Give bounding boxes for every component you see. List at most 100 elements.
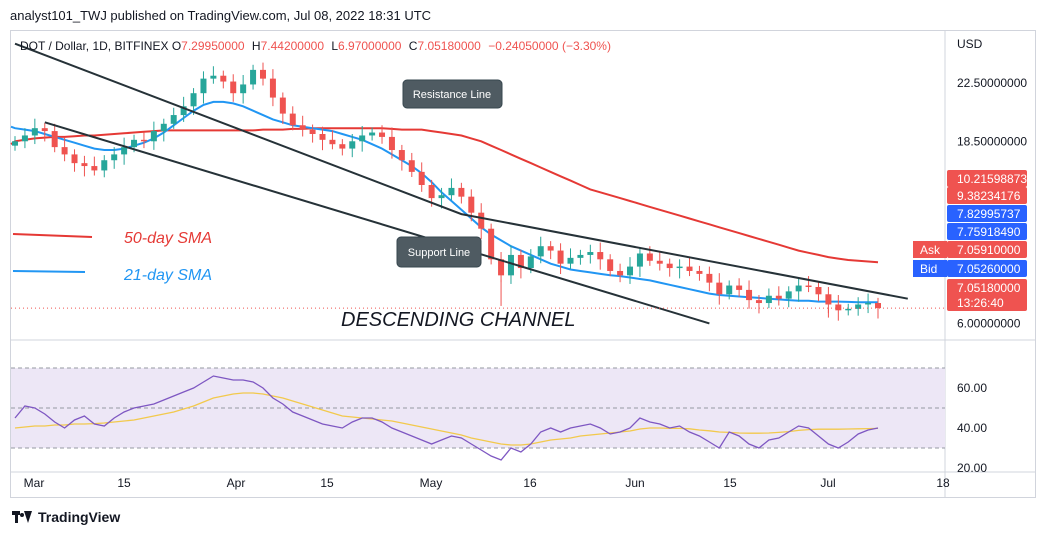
support-callout-label: Support Line xyxy=(408,247,470,259)
candle-body xyxy=(696,270,703,274)
price-badge xyxy=(947,187,1027,204)
symbol-label[interactable]: DOT / Dollar, 1D, BITFINEX xyxy=(20,39,169,53)
candle-body xyxy=(498,259,505,276)
candle-body xyxy=(51,131,58,148)
price-badge-countdown: 13:26:40 xyxy=(957,296,1004,310)
candle-body xyxy=(825,294,832,305)
time-tick-label: 15 xyxy=(723,476,737,490)
close-key: C xyxy=(408,39,418,53)
candle-body xyxy=(31,128,38,136)
candle-body xyxy=(716,282,723,295)
candle-body xyxy=(726,285,733,295)
candle-body xyxy=(170,115,177,124)
candle-body xyxy=(835,304,842,311)
price-tick-label: 6.00000000 xyxy=(957,316,1021,330)
candle-body xyxy=(190,93,197,107)
candle-body xyxy=(81,163,88,167)
sma50-legend-label: 50-day SMA xyxy=(124,230,212,247)
resistance-callout-box xyxy=(402,79,503,109)
price-tag-label: Bid xyxy=(920,262,937,276)
candle-body xyxy=(259,69,266,79)
price-badge xyxy=(947,205,1027,222)
candle-body xyxy=(319,134,326,140)
candle-body xyxy=(845,308,852,311)
candle-body xyxy=(785,291,792,299)
candle-body xyxy=(656,260,663,264)
candle-body xyxy=(349,141,356,149)
open-key: O xyxy=(171,39,182,53)
candle-body xyxy=(230,81,237,94)
open-value: 7.29950000 xyxy=(181,39,245,53)
candle-body xyxy=(746,289,753,301)
time-tick-label: 18 xyxy=(936,476,950,490)
time-tick-label: 15 xyxy=(117,476,131,490)
price-badge-value: 7.05180000 xyxy=(957,281,1021,295)
high-key: H xyxy=(251,39,261,53)
candle-body xyxy=(41,128,48,132)
candle-body xyxy=(795,285,802,292)
candle-body xyxy=(388,136,395,151)
candle-body xyxy=(428,185,435,199)
candle-body xyxy=(686,266,693,271)
candle-body xyxy=(438,195,445,199)
ohlc-legend: DOT / Dollar, 1D, BITFINEX O7.29950000 H… xyxy=(20,39,615,53)
candle-body xyxy=(865,303,872,305)
candle-body xyxy=(815,287,822,295)
candle-body xyxy=(418,171,425,185)
candle-body xyxy=(567,257,574,264)
price-tag xyxy=(913,241,947,258)
candle-body xyxy=(646,253,653,261)
price-badge-value: 7.05910000 xyxy=(957,243,1021,257)
candle-body xyxy=(269,78,276,98)
candle-body xyxy=(121,147,128,155)
time-tick-label: Mar xyxy=(24,476,45,490)
candle-body xyxy=(706,273,713,283)
sma21-legend-line xyxy=(12,270,86,273)
candle-body xyxy=(488,228,495,260)
candle-body xyxy=(855,304,862,309)
price-badge-value: 9.38234176 xyxy=(957,189,1021,203)
resistance-line xyxy=(14,42,908,300)
candle-body xyxy=(617,270,624,276)
candle-body xyxy=(160,123,167,132)
candle-body xyxy=(458,187,465,197)
candle-body xyxy=(250,69,257,85)
candle-body xyxy=(775,295,782,299)
sma50-line xyxy=(10,127,879,264)
price-badge-value: 7.82995737 xyxy=(957,207,1021,221)
channel-layer xyxy=(14,42,908,325)
publisher-line: analyst101_TWJ published on TradingView.… xyxy=(10,8,432,23)
candle-body xyxy=(369,132,376,136)
time-tick-label: Jul xyxy=(820,476,835,490)
price-badge xyxy=(947,260,1027,277)
price-badge xyxy=(947,170,1027,187)
candle-body xyxy=(140,139,147,142)
candle-body xyxy=(210,75,217,79)
tradingview-footer[interactable]: TradingView xyxy=(12,509,120,525)
sma50-legend-line xyxy=(12,233,93,238)
high-value: 7.44200000 xyxy=(260,39,324,53)
candle-body xyxy=(875,303,881,309)
change-value: −0.24050000 (−3.30%) xyxy=(488,39,611,53)
time-tick-label: 15 xyxy=(320,476,334,490)
candle-body xyxy=(517,254,524,269)
candle-body xyxy=(101,160,108,171)
candle-body xyxy=(557,250,564,264)
candle-body xyxy=(627,266,634,276)
support-callout-box xyxy=(396,236,482,268)
candle-body xyxy=(537,246,544,257)
candle-body xyxy=(607,259,614,271)
candle-body xyxy=(279,97,286,114)
candle-body xyxy=(547,246,554,251)
candle-body xyxy=(12,141,18,146)
axis-layer: USD22.5000000018.5000000014.500000006.00… xyxy=(11,37,1027,490)
candle-body xyxy=(220,75,227,82)
candle-body xyxy=(755,300,762,304)
low-key: L xyxy=(331,39,339,53)
price-tag-label: Ask xyxy=(920,243,941,257)
candles-layer xyxy=(12,62,881,321)
candle-body xyxy=(468,196,475,213)
price-axis-currency: USD xyxy=(957,37,983,51)
candle-body xyxy=(507,254,514,276)
